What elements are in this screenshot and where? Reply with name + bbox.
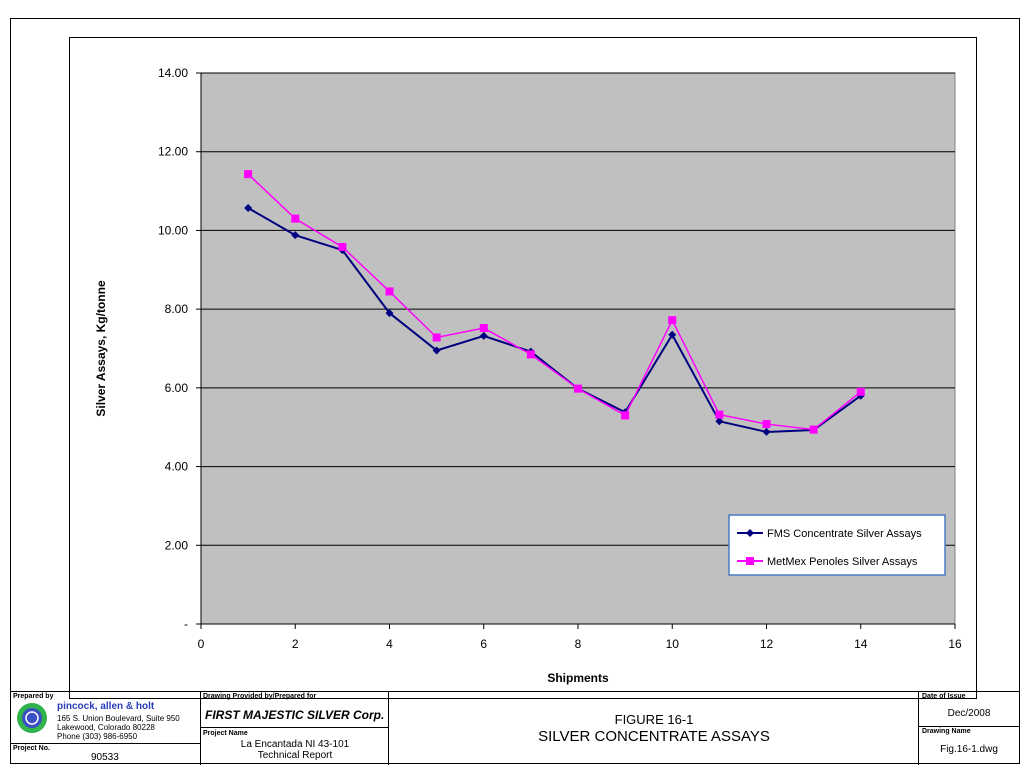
chart-area: - 2.00 4.00 6.00 8.00 10.00 12.00 14.00 0 2 4 6 8 10 1…: [69, 37, 977, 699]
x-tick-label: 4: [386, 637, 393, 651]
project-name-line-1: La Encantada NI 43-101: [240, 739, 350, 750]
firm-address-2: Lakewood, Colorado 80228: [57, 723, 155, 732]
y-tick-label: 8.00: [165, 302, 189, 316]
data-point: [479, 324, 488, 333]
drawing-name-label: Drawing Name: [922, 728, 971, 735]
data-point: [244, 170, 253, 179]
series-line: [247, 173, 862, 431]
data-point: [432, 333, 441, 342]
client-cell: Drawing Provided by/Prepared for FIRST M…: [201, 692, 389, 765]
x-tick-label: 2: [292, 637, 299, 651]
legend-label: MetMex Penoles Silver Assays: [767, 556, 918, 568]
divider: [11, 743, 201, 744]
series-line: [247, 207, 862, 433]
prepared-by-label: Prepared by: [13, 693, 54, 700]
data-point: [291, 231, 300, 240]
y-tick-label: 4.00: [165, 460, 189, 474]
data-point: [762, 427, 771, 436]
drawing-provided-label: Drawing Provided by/Prepared for: [203, 693, 317, 700]
client-name: FIRST MAJESTIC SILVER Corp.: [205, 708, 385, 722]
data-point: [762, 420, 771, 429]
firm-address-1: 165 S. Union Boulevard, Suite 950: [57, 714, 180, 723]
data-point: [668, 330, 677, 339]
x-tick-label: 16: [948, 637, 962, 651]
y-tick-label: -: [184, 617, 188, 631]
y-tick-label: 2.00: [165, 538, 189, 552]
data-point: [668, 316, 677, 325]
data-point: [338, 242, 347, 251]
page-frame: - 2.00 4.00 6.00 8.00 10.00 12.00 14.00 0 2 4 6 8 10 1…: [10, 18, 1020, 765]
y-tick-label: 14.00: [158, 66, 188, 80]
project-no: 90533: [91, 752, 119, 763]
data-point: [244, 203, 253, 212]
divider: [201, 727, 389, 728]
legend-box: [728, 514, 946, 576]
data-point: [715, 410, 724, 419]
figure-number: FIGURE 16-1: [614, 712, 694, 727]
x-tick-label: 12: [760, 637, 774, 651]
data-point: [856, 387, 865, 396]
x-tick-label: 8: [575, 637, 582, 651]
title-block: Prepared by pincock, allen & holt 165 S.…: [11, 691, 1019, 765]
date-label: Date of Issue: [922, 693, 966, 700]
x-tick-label: 0: [198, 637, 205, 651]
x-tick-label: 14: [854, 637, 868, 651]
chart-svg: - 2.00 4.00 6.00 8.00 10.00 12.00 14.00 0 2 4 6 8 10 1…: [69, 37, 977, 699]
project-name-line-2: Technical Report: [257, 750, 333, 761]
drawing-name: Fig.16-1.dwg: [940, 744, 998, 755]
y-tick-label: 10.00: [158, 223, 188, 237]
y-tick-label: 6.00: [165, 381, 189, 395]
legend-marker: [746, 557, 754, 565]
divider: [919, 726, 1019, 727]
data-point: [526, 350, 535, 359]
x-tick-label: 6: [480, 637, 487, 651]
x-tick-label: 10: [666, 637, 680, 651]
y-tick-label: 12.00: [158, 145, 188, 159]
data-point: [715, 417, 724, 426]
data-point: [385, 287, 394, 296]
project-no-label: Project No.: [13, 745, 50, 752]
issue-date: Dec/2008: [947, 708, 991, 719]
x-axis-title: Shipments: [547, 671, 609, 685]
project-name-label: Project Name: [203, 730, 248, 737]
data-point: [479, 331, 488, 340]
data-point: [809, 425, 818, 434]
legend-marker: [746, 529, 754, 537]
prepared-by-cell: Prepared by pincock, allen & holt 165 S.…: [11, 692, 201, 765]
pah-logo-icon: [17, 703, 47, 733]
data-point: [621, 411, 630, 420]
data-point: [385, 309, 394, 318]
data-point: [574, 384, 582, 393]
firm-phone: Phone (303) 986-6950: [57, 732, 138, 741]
data-point: [432, 346, 441, 355]
figure-title-cell: FIGURE 16-1 SILVER CONCENTRATE ASSAYS: [389, 692, 919, 765]
firm-name: pincock, allen & holt: [57, 701, 155, 712]
y-axis-title: Silver Assays, Kg/tonne: [94, 280, 108, 417]
figure-title: SILVER CONCENTRATE ASSAYS: [538, 728, 770, 745]
date-cell: Date of Issue Dec/2008 Drawing Name Fig.…: [919, 692, 1019, 765]
data-point: [291, 214, 300, 223]
legend-label: FMS Concentrate Silver Assays: [767, 528, 922, 540]
